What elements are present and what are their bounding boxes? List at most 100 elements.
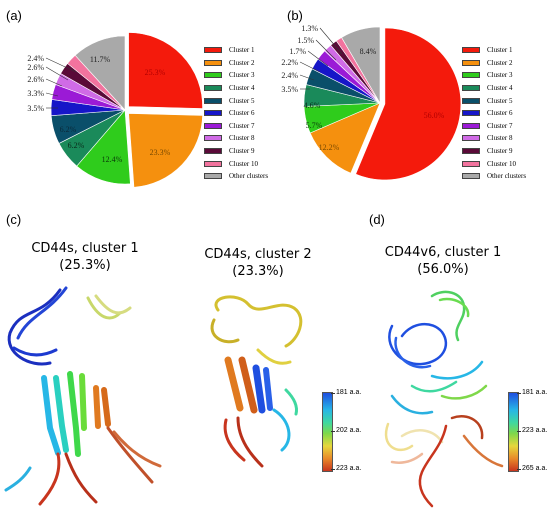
legend-swatch — [462, 59, 480, 66]
colorbar-3-label-mid: 223 a.a. — [522, 427, 548, 434]
colorbar-3-tick-top — [517, 393, 521, 394]
pie-slice-11 — [341, 26, 381, 105]
legend-label: Cluster 5 — [487, 96, 513, 105]
colorbar-2-label-top: 181 a.a. — [336, 389, 362, 396]
pie-slice-label-6: 3.5% — [27, 104, 44, 113]
protein-structure-3 — [384, 290, 504, 508]
legend-swatch — [462, 97, 480, 104]
colorbar-2-tick-top — [331, 393, 335, 394]
legend-item: Cluster 3 — [462, 69, 526, 82]
legend-label: Cluster 3 — [229, 71, 255, 80]
legend-item: Cluster 8 — [204, 132, 268, 145]
protein-structure-1 — [4, 286, 162, 506]
pie-leader-line-10 — [319, 27, 343, 55]
legend-swatch — [462, 135, 480, 142]
legend-label: Other clusters — [229, 172, 269, 181]
pie-slice-1 — [355, 27, 462, 181]
pie-leader-line-7 — [299, 61, 321, 73]
pie-slice-label-10: 2.4% — [27, 54, 44, 63]
structure-title-2-line1: CD44s, cluster 2 — [204, 247, 312, 262]
legend-swatch — [204, 97, 222, 104]
legend-label: Cluster 7 — [487, 121, 513, 130]
pie-slice-2 — [128, 113, 203, 188]
pie-slice-label-9: 1.5% — [297, 36, 314, 45]
pie-chart-a: 25.3%23.3%12.4%6.2%6.2%3.5%3.3%2.6%2.6%2… — [27, 32, 203, 188]
legend-item: Cluster 1 — [462, 44, 526, 57]
structure-title-3: CD44v6, cluster 1 (56.0%) — [358, 244, 528, 278]
pie-slice-label-9: 2.6% — [27, 63, 44, 72]
legend-item: Cluster 9 — [204, 145, 268, 158]
panel-label-c: (c) — [6, 212, 22, 227]
legend-item: Cluster 5 — [462, 94, 526, 107]
legend-label: Cluster 6 — [229, 109, 255, 118]
pie-slice-label-2: 12.2% — [319, 143, 340, 152]
legend-item: Cluster 7 — [204, 120, 268, 133]
legend-label: Cluster 5 — [229, 96, 255, 105]
structure-title-1-line2: (25.3%) — [59, 258, 111, 273]
legend-swatch — [462, 85, 480, 92]
structure-title-1-line1: CD44s, cluster 1 — [31, 241, 139, 256]
legend-label: Cluster 2 — [487, 58, 513, 67]
pie-slice-label-3: 12.4% — [102, 155, 123, 164]
pie-slice-label-5: 6.2% — [60, 125, 77, 134]
pie-slice-label-4: 6.2% — [68, 141, 85, 150]
legend-item: Other clusters — [462, 170, 526, 183]
legend-swatch — [204, 160, 222, 167]
legend-label: Cluster 9 — [229, 147, 255, 156]
legend-swatch — [204, 85, 222, 92]
legend-swatch — [204, 148, 222, 155]
pie-leader-line-9 — [45, 66, 69, 81]
legend-item: Cluster 4 — [204, 82, 268, 95]
legend-item: Cluster 10 — [204, 157, 268, 170]
pie-slice-label-6: 2.4% — [281, 71, 298, 80]
pie-slice-11 — [74, 35, 126, 111]
legend-swatch — [462, 160, 480, 167]
structure-title-3-line2: (56.0%) — [417, 262, 469, 277]
pie-slice-label-3: 5.7% — [306, 121, 323, 130]
legend-swatch — [462, 173, 480, 180]
pie-slice-label-11: 11.7% — [90, 55, 111, 64]
legend-swatch — [204, 72, 222, 79]
legend-label: Cluster 4 — [229, 84, 255, 93]
colorbar-2-tick-bottom — [331, 469, 335, 470]
pie-slice-label-8: 2.6% — [27, 75, 44, 84]
legend-item: Cluster 7 — [462, 120, 526, 133]
legend-label: Cluster 10 — [229, 159, 258, 168]
panel-label-d: (d) — [369, 212, 385, 227]
legend-item: Cluster 1 — [204, 44, 268, 57]
legend-swatch — [462, 110, 480, 117]
pie-slice-2 — [309, 102, 381, 174]
legend-swatch — [462, 47, 480, 54]
legend-item: Cluster 6 — [204, 107, 268, 120]
legend-item: Cluster 2 — [462, 57, 526, 70]
protein-structure-2 — [210, 295, 303, 468]
colorbar-3-label-bottom: 265 a.a. — [522, 465, 548, 472]
legend-b: Cluster 1 Cluster 2 Cluster 3 Cluster 4 Clus… — [462, 44, 526, 183]
legend-a: Cluster 1 Cluster 2 Cluster 3 Cluster 4 Clus… — [204, 44, 268, 183]
colorbar-3-tick-bottom — [517, 469, 521, 470]
legend-item: Cluster 4 — [462, 82, 526, 95]
legend-label: Cluster 7 — [229, 121, 255, 130]
legend-swatch — [204, 47, 222, 54]
structure-title-3-line1: CD44v6, cluster 1 — [384, 245, 502, 260]
colorbar-2-label-bottom: 223 a.a. — [336, 465, 362, 472]
legend-swatch — [204, 59, 222, 66]
colorbar-3-tick-mid — [517, 431, 521, 432]
legend-item: Cluster 8 — [462, 132, 526, 145]
pie-leader-line-10 — [45, 57, 77, 73]
legend-label: Cluster 8 — [229, 134, 255, 143]
pie-slice-label-1: 56.0% — [424, 111, 445, 120]
pie-slice-label-1: 25.3% — [145, 68, 166, 77]
legend-item: Cluster 3 — [204, 69, 268, 82]
pie-slice-label-7: 2.2% — [281, 58, 298, 67]
pie-slice-label-7: 3.3% — [27, 89, 44, 98]
legend-item: Cluster 9 — [462, 145, 526, 158]
legend-label: Cluster 3 — [487, 71, 513, 80]
pie-slice-3 — [76, 109, 131, 185]
pie-slice-label-10: 1.3% — [301, 24, 318, 33]
legend-item: Cluster 10 — [462, 157, 526, 170]
legend-swatch — [204, 110, 222, 117]
panel-label-a: (a) — [6, 8, 22, 23]
colorbar-2-label-mid: 202 a.a. — [336, 427, 362, 434]
legend-swatch — [204, 122, 222, 129]
